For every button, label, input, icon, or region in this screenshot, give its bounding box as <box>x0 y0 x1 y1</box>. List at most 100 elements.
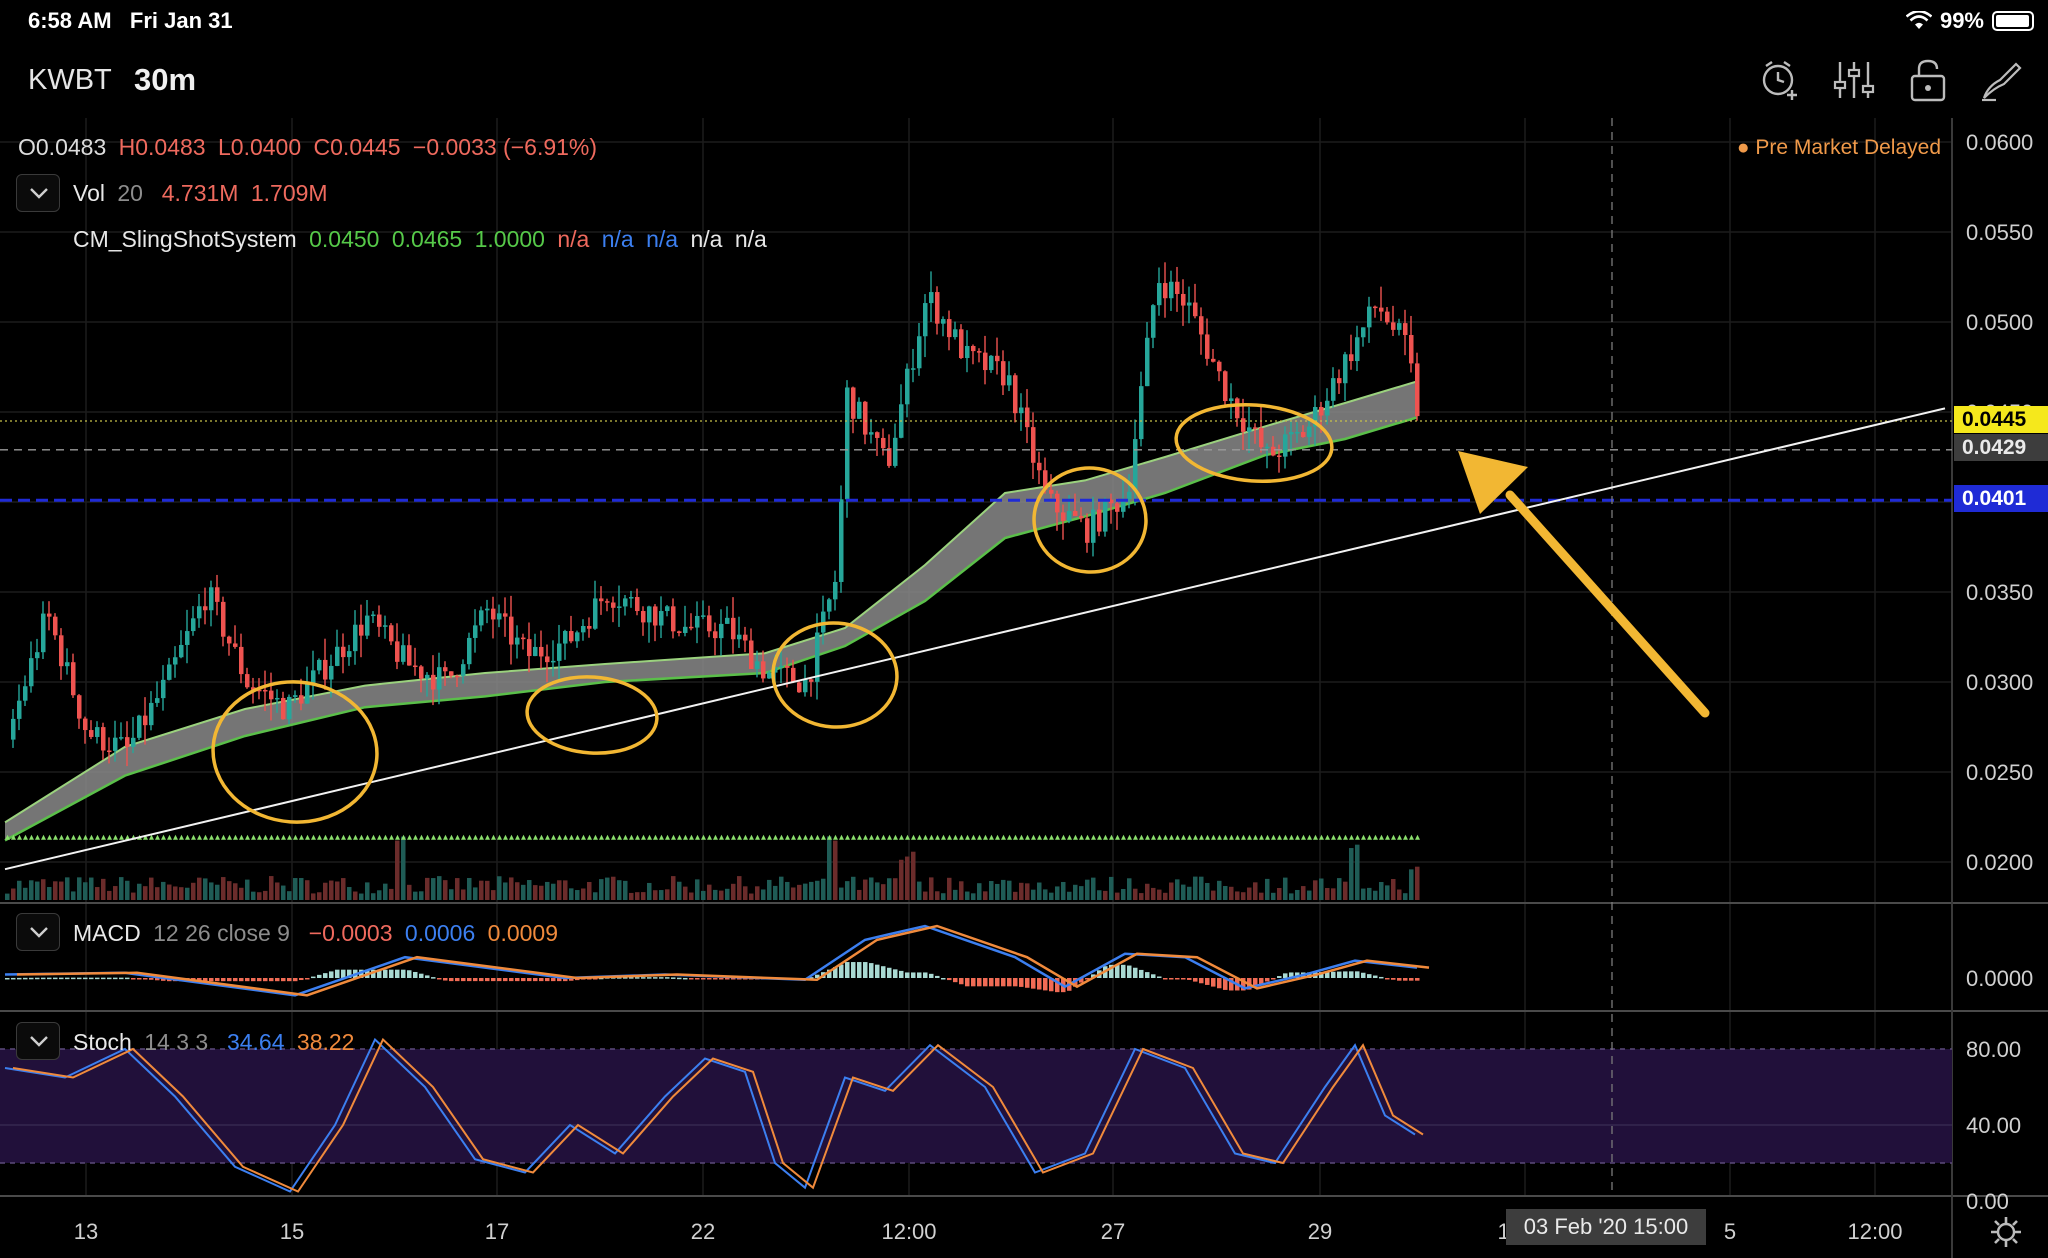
signal-marker <box>677 834 682 840</box>
signal-marker <box>641 834 646 840</box>
volume-bar <box>1049 892 1054 900</box>
volume-bar <box>1325 888 1330 900</box>
signal-marker <box>197 834 202 840</box>
candle-body <box>701 615 706 617</box>
macd-histogram-bar <box>857 962 862 978</box>
volume-bar <box>11 888 16 900</box>
signal-marker <box>311 834 316 840</box>
volume-bar <box>161 881 166 900</box>
status-bar: 6:58 AM Fri Jan 31 99% <box>0 0 2048 40</box>
volume-bar <box>1169 882 1174 900</box>
signal-marker <box>821 834 826 840</box>
candle-body <box>83 718 88 731</box>
candle-body <box>431 674 436 690</box>
volume-bar <box>803 883 808 900</box>
signal-marker <box>767 834 772 840</box>
signal-marker <box>659 834 664 840</box>
macd-histogram-bar <box>953 978 958 983</box>
candle-body <box>101 727 106 751</box>
alarm-add-icon[interactable] <box>1758 58 1802 102</box>
macd-histogram-bar <box>1331 971 1336 978</box>
signal-marker <box>227 834 232 840</box>
candle-body <box>197 606 202 619</box>
signal-marker <box>1409 834 1414 840</box>
signal-marker <box>1085 834 1090 840</box>
candle-body <box>1253 427 1258 429</box>
price-tick-label: 0.0300 <box>1966 670 2033 695</box>
candle-body <box>461 664 466 676</box>
signal-marker <box>725 834 730 840</box>
lock-icon[interactable] <box>1906 58 1950 102</box>
candle-body <box>1169 281 1174 299</box>
candle-body <box>875 432 880 438</box>
macd-histogram-bar <box>41 977 46 980</box>
signal-marker <box>899 834 904 840</box>
volume-bar <box>521 884 526 900</box>
gear-icon[interactable] <box>1988 1214 2024 1250</box>
volume-bar <box>1043 889 1048 900</box>
volume-bar <box>1061 881 1066 900</box>
candle-body <box>893 437 898 466</box>
candle-body <box>281 697 286 720</box>
signal-marker <box>281 834 286 840</box>
stoch-collapse-button[interactable] <box>16 1022 60 1060</box>
candle-body <box>299 695 304 704</box>
volume-bar <box>1031 889 1036 900</box>
volume-bar <box>719 890 724 900</box>
volume-bar <box>1253 882 1258 900</box>
signal-marker <box>869 834 874 840</box>
signal-marker <box>1007 834 1012 840</box>
indicator-settings-icon[interactable] <box>1832 58 1876 102</box>
candle-body <box>815 632 820 682</box>
signal-marker <box>425 834 430 840</box>
macd-collapse-button[interactable] <box>16 913 60 951</box>
candle-body <box>1265 446 1270 449</box>
volume-bar <box>203 878 208 900</box>
candle-body <box>95 727 100 737</box>
drawing-tool-icon[interactable] <box>1980 58 2024 102</box>
macd-histogram-bar <box>527 978 532 982</box>
signal-marker <box>119 834 124 840</box>
signal-marker <box>983 834 988 840</box>
candle-body <box>569 631 574 642</box>
candle-body <box>1349 354 1354 362</box>
volume-bar <box>527 880 532 900</box>
symbol-name[interactable]: KWBT <box>28 64 112 96</box>
volume-bar <box>1271 892 1276 900</box>
signal-marker <box>1355 834 1360 840</box>
stoch-legend: Stoch 14 3 3 34.64 38.22 <box>73 1029 355 1055</box>
volume-bar <box>119 877 124 900</box>
interval-selector[interactable]: 30m <box>134 62 197 97</box>
macd-histogram-bar <box>989 978 994 987</box>
candle-body <box>485 608 490 611</box>
candle-body <box>155 698 160 703</box>
signal-marker <box>833 834 838 840</box>
time-tick-label: 27 <box>1101 1219 1125 1244</box>
macd-histogram-bar <box>59 977 64 980</box>
macd-histogram-bar <box>359 969 364 978</box>
stoch-band <box>0 1049 1952 1163</box>
candle-body <box>1367 306 1372 328</box>
volume-bar <box>431 878 436 900</box>
volume-bar <box>791 887 796 900</box>
volume-bar <box>23 887 28 900</box>
candle-body <box>743 634 748 641</box>
signal-marker <box>977 834 982 840</box>
signal-marker <box>185 834 190 840</box>
macd-histogram-bar <box>1337 971 1342 978</box>
volume-collapse-button[interactable] <box>16 174 60 212</box>
volume-bar <box>899 859 904 900</box>
signal-marker <box>149 834 154 840</box>
candle-body <box>563 631 568 644</box>
candle-body <box>455 675 460 678</box>
macd-histogram-bar <box>47 977 52 980</box>
signal-marker <box>11 834 16 840</box>
candle-body <box>41 613 46 653</box>
volume-bar <box>881 884 886 900</box>
macd-histogram-bar <box>17 977 22 980</box>
signal-marker <box>479 834 484 840</box>
volume-bar <box>1319 878 1324 900</box>
macd-histogram-bar <box>101 977 106 980</box>
signal-marker <box>1073 834 1078 840</box>
